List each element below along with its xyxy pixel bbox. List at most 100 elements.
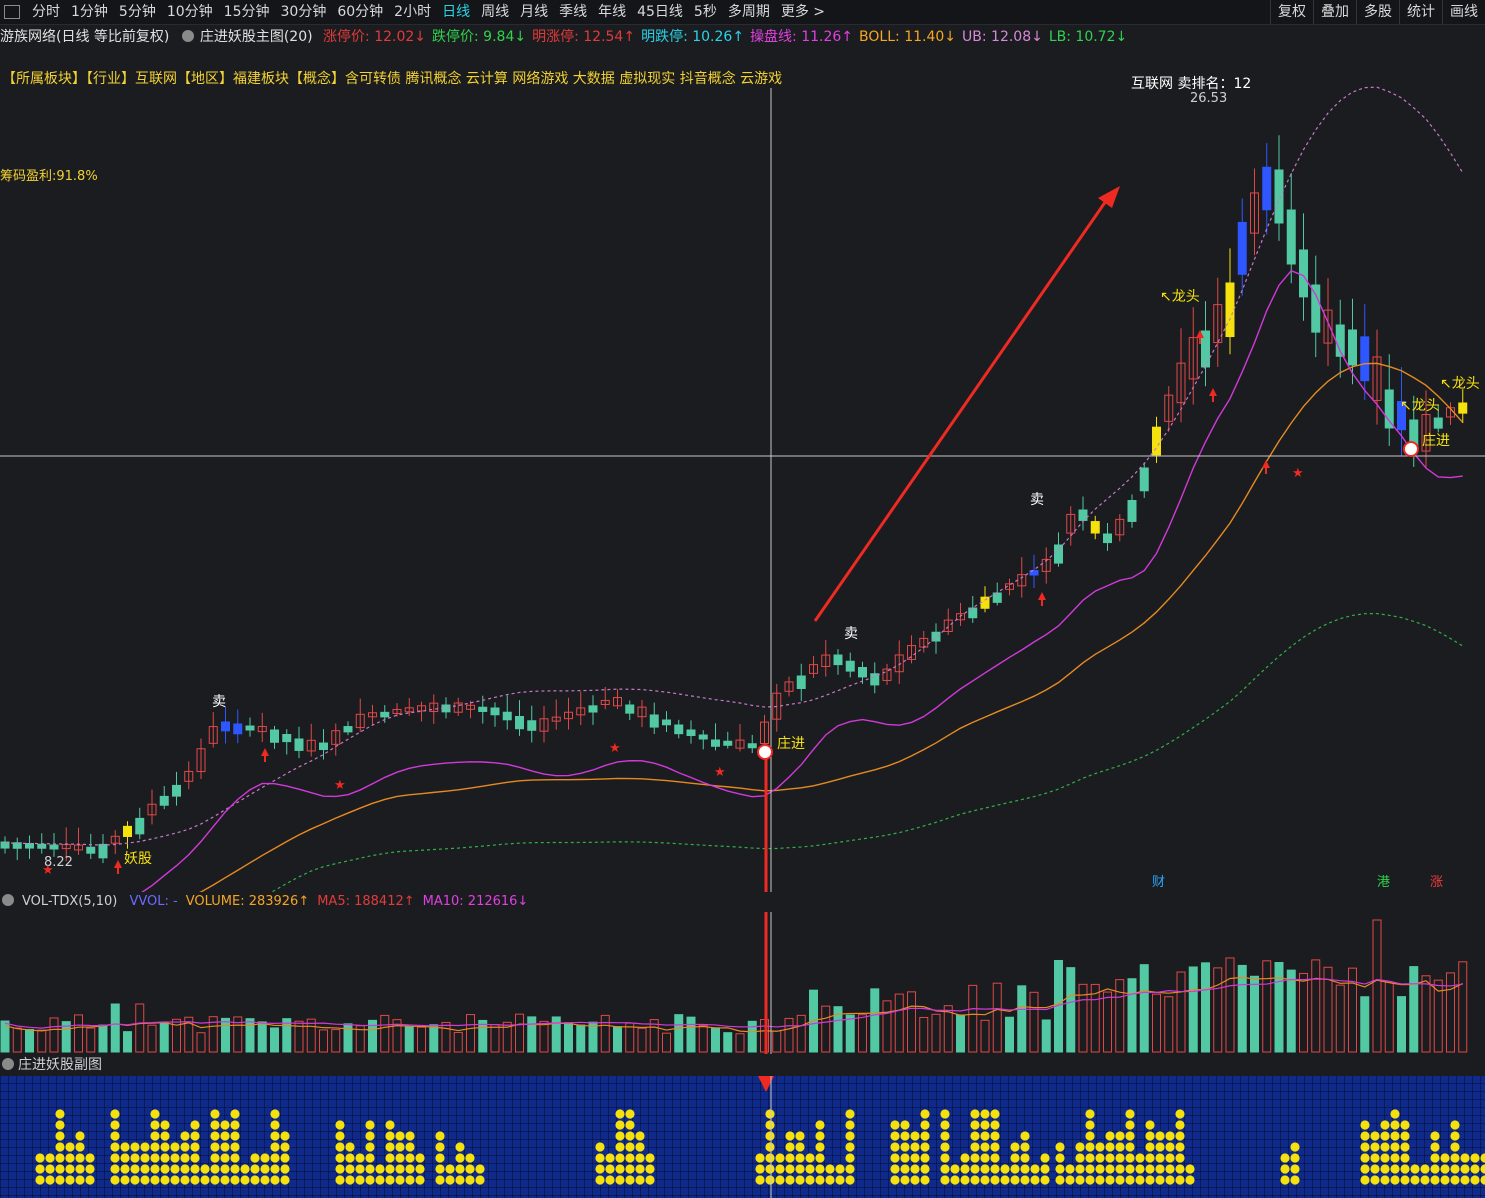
sub-indicator-name[interactable]: 庄进妖股副图	[18, 1057, 102, 1073]
sub-indicator-dot	[1175, 1142, 1185, 1152]
period-tab-7[interactable]: 2小时	[394, 4, 432, 20]
sub-indicator-dot	[765, 1142, 775, 1152]
indicator-toggle-icon[interactable]	[181, 30, 194, 42]
sub-indicator-dot	[55, 1164, 65, 1174]
sub-indicator-dot	[355, 1164, 365, 1174]
period-tab-14[interactable]: 5秒	[693, 4, 717, 20]
sub-indicator-dot	[1430, 1153, 1440, 1163]
toolbar-button-1[interactable]: 叠加	[1313, 0, 1356, 24]
candle-body	[1029, 570, 1039, 576]
sub-indicator-dot	[1145, 1164, 1155, 1174]
sub-indicator-dot	[1450, 1142, 1460, 1152]
period-tab-10[interactable]: 月线	[520, 4, 549, 20]
sub-indicator-dot	[1055, 1175, 1065, 1185]
candle-body	[0, 841, 10, 849]
sub-indicator-dot	[1460, 1175, 1470, 1185]
sub-indicator-dot	[1430, 1175, 1440, 1185]
sub-indicator-dot	[435, 1175, 445, 1185]
sub-indicator-dot	[970, 1175, 980, 1185]
menu-toggle-icon[interactable]	[4, 5, 20, 19]
sub-indicator-dot	[140, 1142, 150, 1152]
toolbar-button-3[interactable]: 统计	[1399, 0, 1442, 24]
sub-indicator-dot	[1420, 1175, 1430, 1185]
candle-body	[674, 724, 684, 735]
sub-indicator-dot	[970, 1109, 980, 1119]
volume-bar	[956, 1014, 965, 1053]
sub-indicator-toggle-icon[interactable]	[2, 1058, 14, 1070]
sub-indicator-dot	[1165, 1164, 1175, 1174]
sub-indicator-dot	[785, 1153, 795, 1163]
candle-body	[809, 664, 818, 674]
sub-indicator-dot	[335, 1131, 345, 1141]
sub-indicator-dot	[805, 1164, 815, 1174]
period-tab-13[interactable]: 45日线	[637, 4, 683, 20]
toolbar-button-4[interactable]: 画线	[1442, 0, 1485, 24]
period-tab-16[interactable]: 更多 >	[780, 4, 826, 20]
sub-indicator-dot	[1380, 1131, 1390, 1141]
sub-indicator-dot	[170, 1175, 180, 1185]
sub-indicator-dot	[920, 1109, 930, 1119]
sub-indicator-dot	[1105, 1164, 1115, 1174]
sub-indicator-dot	[845, 1153, 855, 1163]
volume-chart[interactable]	[0, 912, 1485, 1054]
sub-indicator-dot	[140, 1175, 150, 1185]
sub-indicator-dot	[1125, 1109, 1135, 1119]
sub-indicator-dot	[1095, 1175, 1105, 1185]
sub-indicator-dot	[1095, 1164, 1105, 1174]
period-tab-3[interactable]: 10分钟	[166, 4, 213, 20]
sub-indicator-dot	[920, 1175, 930, 1185]
sub-indicator-dot	[1380, 1175, 1390, 1185]
sub-indicator-dot	[120, 1142, 130, 1152]
period-tab-5[interactable]: 30分钟	[280, 4, 327, 20]
sub-indicator-dot	[220, 1164, 230, 1174]
volume-indicator-name[interactable]: VOL-TDX(5,10)	[22, 894, 118, 909]
sub-indicator-dot	[180, 1175, 190, 1185]
toolbar-button-0[interactable]: 复权	[1270, 0, 1313, 24]
zhuangjin-marker-icon	[757, 744, 773, 760]
volume-bar	[1201, 962, 1210, 1053]
volume-bar	[894, 993, 904, 1053]
sub-indicator-dot	[970, 1120, 980, 1130]
volume-bar	[637, 1027, 647, 1053]
period-tab-0[interactable]: 分时	[32, 4, 60, 20]
volume-bar	[1384, 981, 1394, 1053]
sub-indicator-dot	[845, 1109, 855, 1119]
candle-body	[1115, 518, 1125, 536]
sub-indicator-dot	[980, 1153, 990, 1163]
period-tab-11[interactable]: 季线	[559, 4, 588, 20]
sub-indicator-dot	[230, 1175, 240, 1185]
candle-body	[392, 708, 402, 714]
period-tab-9[interactable]: 周线	[481, 4, 510, 20]
toolbar-button-2[interactable]: 多股	[1356, 0, 1399, 24]
period-tab-2[interactable]: 5分钟	[118, 4, 156, 20]
period-tab-4[interactable]: 15分钟	[223, 4, 270, 20]
period-tab-15[interactable]: 多周期	[727, 4, 770, 20]
sub-indicator-dot	[130, 1164, 140, 1174]
period-tab-12[interactable]: 年线	[598, 4, 627, 20]
candle-body	[110, 835, 120, 844]
volume-toggle-icon[interactable]	[2, 894, 14, 906]
sub-indicator-dot	[375, 1175, 385, 1185]
candle-body	[49, 844, 59, 850]
candle-body	[882, 668, 892, 681]
sub-indicator-dot	[405, 1131, 415, 1141]
period-tab-1[interactable]: 1分钟	[71, 4, 108, 20]
sub-indicator-dot	[940, 1109, 950, 1119]
candle-body	[294, 738, 304, 751]
candle-body	[1213, 304, 1223, 344]
volume-bar	[551, 1016, 561, 1053]
period-tab-8[interactable]: 日线	[442, 4, 471, 20]
sub-indicator-dot	[250, 1175, 260, 1185]
sub-indicator-dot	[805, 1175, 815, 1185]
sub-indicator-chart[interactable]	[0, 1076, 1485, 1198]
sub-indicator-dot	[980, 1120, 990, 1130]
sub-indicator-dot	[170, 1153, 180, 1163]
sub-indicator-dot	[220, 1142, 230, 1152]
volume-bar	[1335, 984, 1345, 1053]
down-arrowhead	[758, 1076, 774, 1092]
candle-body	[576, 707, 586, 716]
indicator-name[interactable]: 庄进妖股主图(20)	[199, 29, 313, 45]
sub-indicator-dot	[85, 1153, 95, 1163]
period-tab-6[interactable]: 60分钟	[337, 4, 384, 20]
